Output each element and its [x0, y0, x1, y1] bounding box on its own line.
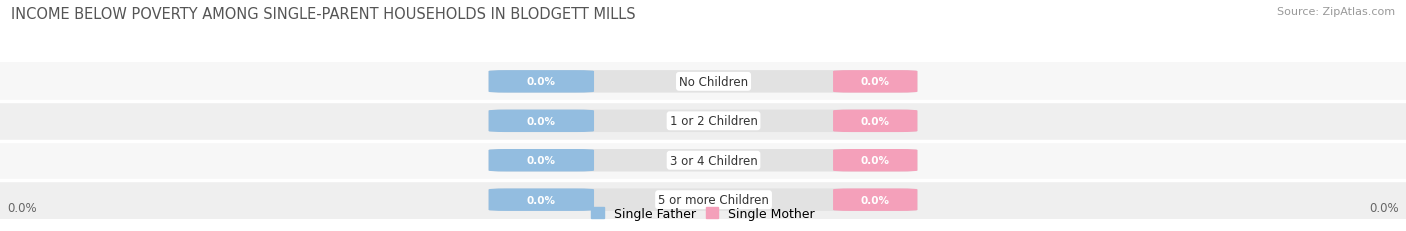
Text: No Children: No Children	[679, 76, 748, 88]
Text: 0.0%: 0.0%	[527, 195, 555, 205]
Text: 0.0%: 0.0%	[860, 77, 890, 87]
Bar	[0, 142, 1406, 179]
Legend: Single Father, Single Mother: Single Father, Single Mother	[586, 202, 820, 225]
Text: 0.0%: 0.0%	[527, 155, 555, 166]
FancyBboxPatch shape	[489, 71, 917, 93]
Text: 0.0%: 0.0%	[860, 116, 890, 126]
FancyBboxPatch shape	[489, 189, 917, 211]
Text: Source: ZipAtlas.com: Source: ZipAtlas.com	[1277, 7, 1395, 17]
FancyBboxPatch shape	[832, 71, 917, 93]
Bar	[0, 63, 1406, 101]
Text: 0.0%: 0.0%	[527, 77, 555, 87]
FancyBboxPatch shape	[489, 149, 593, 172]
FancyBboxPatch shape	[489, 149, 917, 172]
Text: 5 or more Children: 5 or more Children	[658, 193, 769, 206]
FancyBboxPatch shape	[489, 110, 917, 132]
Text: 0.0%: 0.0%	[527, 116, 555, 126]
Text: 1 or 2 Children: 1 or 2 Children	[669, 115, 758, 128]
Text: 0.0%: 0.0%	[1369, 201, 1399, 214]
Text: INCOME BELOW POVERTY AMONG SINGLE-PARENT HOUSEHOLDS IN BLODGETT MILLS: INCOME BELOW POVERTY AMONG SINGLE-PARENT…	[11, 7, 636, 22]
Text: 3 or 4 Children: 3 or 4 Children	[669, 154, 758, 167]
FancyBboxPatch shape	[489, 189, 593, 211]
FancyBboxPatch shape	[832, 149, 917, 172]
Bar	[0, 102, 1406, 140]
FancyBboxPatch shape	[489, 110, 593, 132]
FancyBboxPatch shape	[832, 189, 917, 211]
Text: 0.0%: 0.0%	[7, 201, 37, 214]
FancyBboxPatch shape	[832, 110, 917, 132]
Text: 0.0%: 0.0%	[860, 195, 890, 205]
Bar	[0, 181, 1406, 219]
Text: 0.0%: 0.0%	[860, 155, 890, 166]
FancyBboxPatch shape	[489, 71, 593, 93]
